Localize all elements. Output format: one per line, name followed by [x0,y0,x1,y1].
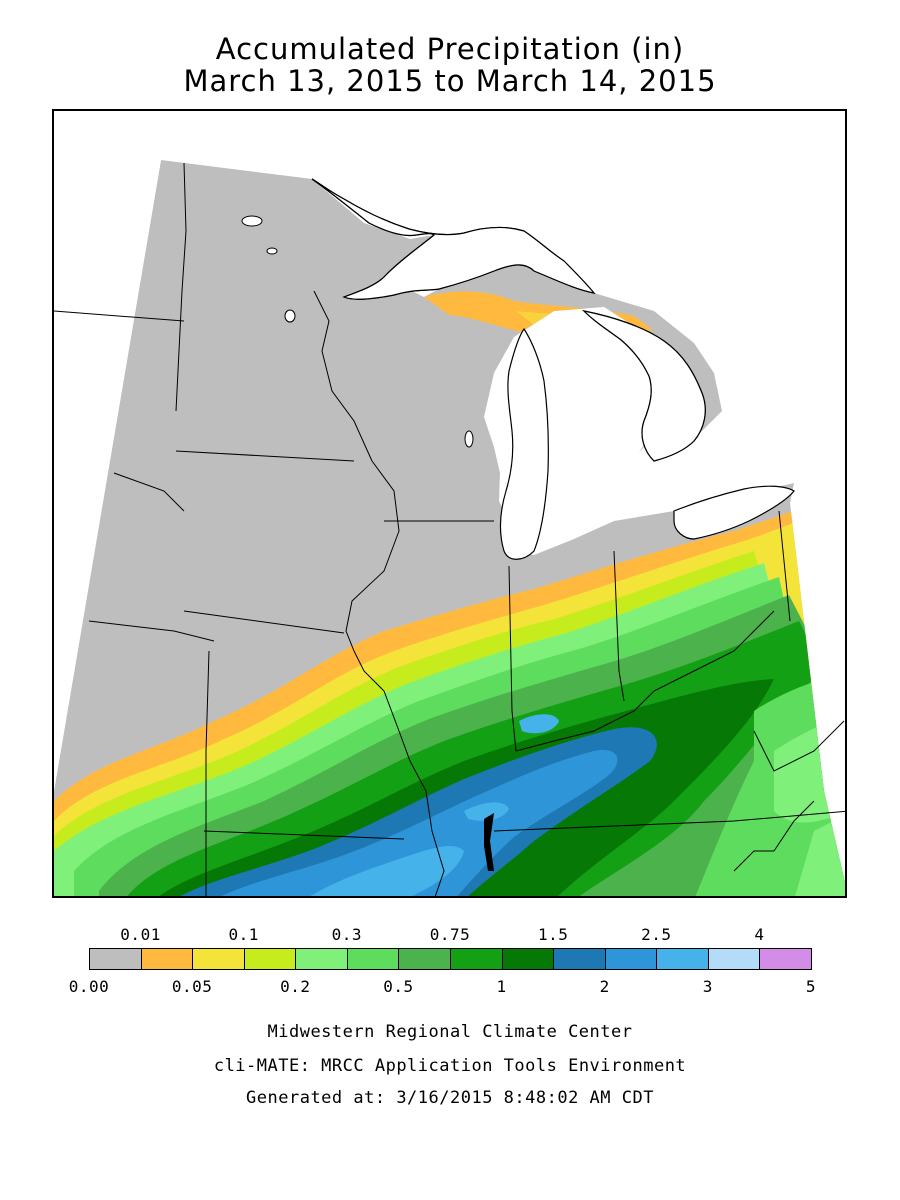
legend-top-label: 1.5 [537,925,569,944]
legend-swatch [553,948,606,970]
legend-swatch [759,948,812,970]
legend-bottom-label: 0.5 [383,977,414,996]
legend-bottom-label: 3 [702,977,713,996]
legend-swatch [501,948,555,970]
legend-top-label: 0.01 [120,925,161,944]
legend-bottom-label: 0.00 [68,977,110,996]
footer-tool-name: cli-MATE: MRCC Application Tools Environ… [213,1056,687,1076]
legend-bottom-label: 2 [599,977,610,996]
legend-top-label: 0.1 [228,925,259,944]
river-feature [484,813,494,871]
legend-swatch [604,948,658,970]
outside-region-west [54,111,312,791]
chart-title: Accumulated Precipitation (in) [215,32,685,66]
legend-swatch [656,948,709,970]
legend-swatch [295,948,348,970]
legend-bottom-label: 0.2 [280,977,311,996]
legend-bottom-label: 5 [805,977,817,996]
legend-swatch [398,948,451,970]
canada-region [312,111,845,483]
chart-subtitle-dates: March 13, 2015 to March 14, 2015 [183,64,717,98]
legend-top-label: 2.5 [641,925,672,944]
legend-top-label: 4 [754,925,765,944]
legend-top-label: 0.3 [331,925,363,944]
precipitation-map [52,109,847,898]
map-svg [54,111,845,896]
legend-top-label: 0.75 [429,925,471,944]
legend-swatch [346,948,400,970]
footer-organization: Midwestern Regional Climate Center [267,1022,633,1042]
legend-color-bar [89,948,812,970]
footer-generated-timestamp: Generated at: 3/16/2015 8:48:02 AM CDT [246,1088,654,1108]
legend-swatch [243,948,297,970]
state-boundaries [54,162,845,896]
legend-swatch [450,948,503,970]
legend-swatch [707,948,761,970]
legend-swatch [140,948,194,970]
legend-swatch [89,948,142,970]
legend-swatch [192,948,245,970]
legend-bottom-label: 0.05 [171,977,213,996]
great-lakes-outline [311,178,706,462]
small-lakes [241,215,474,448]
legend-bottom-label: 1 [496,977,507,996]
precip-bands [54,291,845,896]
